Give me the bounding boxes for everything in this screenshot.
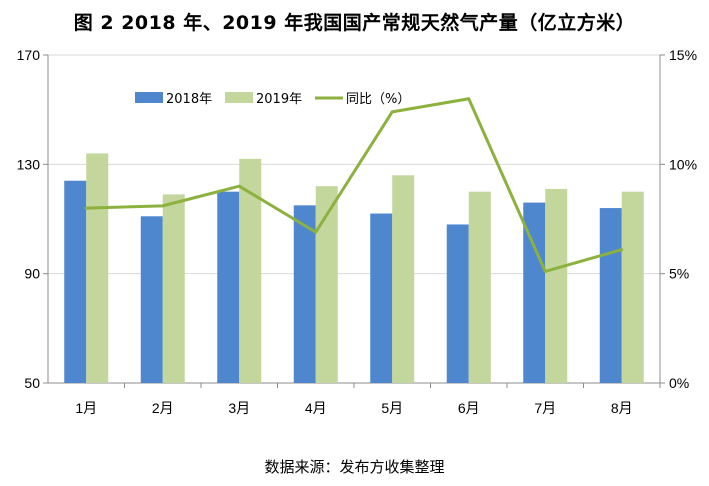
data-source-note: 数据来源：发布方收集整理 (264, 458, 445, 476)
x-tick-label-5: 6月 (458, 400, 480, 416)
y-left-tick-label-1: 90 (24, 266, 40, 282)
line-point-1月 (84, 206, 88, 210)
chart-title: 图 2 2018 年、2019 年我国国产常规天然气产量（亿立方米） (73, 12, 636, 34)
bar-2019年-8月 (621, 191, 644, 383)
bar-2018年-3月 (217, 191, 240, 383)
x-tick-label-0: 1月 (75, 400, 97, 416)
y-left-tick-label-0: 50 (24, 375, 40, 391)
line-point-2月 (161, 204, 165, 208)
x-tick-label-1: 2月 (152, 400, 174, 416)
x-tick-label-2: 3月 (228, 400, 250, 416)
line-point-8月 (620, 248, 624, 252)
x-tick-label-7: 8月 (611, 400, 633, 416)
line-point-3月 (237, 184, 241, 188)
line-point-6月 (467, 97, 471, 101)
legend-swatch-0 (135, 92, 163, 103)
bar-2019年-6月 (468, 191, 491, 383)
y-left-tick-label-3: 170 (17, 47, 41, 63)
bar-2018年-4月 (293, 205, 316, 383)
bar-2018年-1月 (64, 180, 87, 383)
bar-2019年-2月 (162, 194, 185, 383)
y-right-tick-label-1: 5% (669, 266, 689, 282)
bar-2019年-7月 (545, 188, 568, 383)
bar-2019年-1月 (86, 153, 109, 383)
x-tick-label-6: 7月 (534, 400, 556, 416)
bar-2018年-2月 (140, 216, 163, 383)
x-tick-label-4: 5月 (381, 400, 403, 416)
bar-2019年-5月 (392, 175, 415, 383)
bar-2018年-5月 (370, 213, 393, 383)
y-right-tick-label-0: 0% (669, 375, 689, 391)
line-point-4月 (314, 230, 318, 234)
legend-swatch-1 (225, 92, 253, 103)
bar-2018年-6月 (446, 224, 469, 383)
legend-label-0: 2018年 (166, 92, 212, 107)
y-left-tick-label-2: 130 (17, 156, 41, 172)
y-right-tick-label-3: 15% (669, 47, 697, 63)
bar-2019年-3月 (239, 158, 262, 383)
line-point-5月 (390, 110, 394, 114)
line-point-7月 (543, 269, 547, 273)
legend-label-1: 2019年 (256, 92, 302, 107)
legend-label-2: 同比（%） (346, 92, 410, 107)
line-yoy-growth (86, 97, 623, 273)
bar-2018年-7月 (523, 202, 546, 383)
bar-2018年-8月 (599, 208, 622, 383)
x-tick-label-3: 4月 (305, 400, 327, 416)
y-right-tick-label-2: 10% (669, 156, 697, 172)
bar-2019年-4月 (315, 186, 338, 383)
